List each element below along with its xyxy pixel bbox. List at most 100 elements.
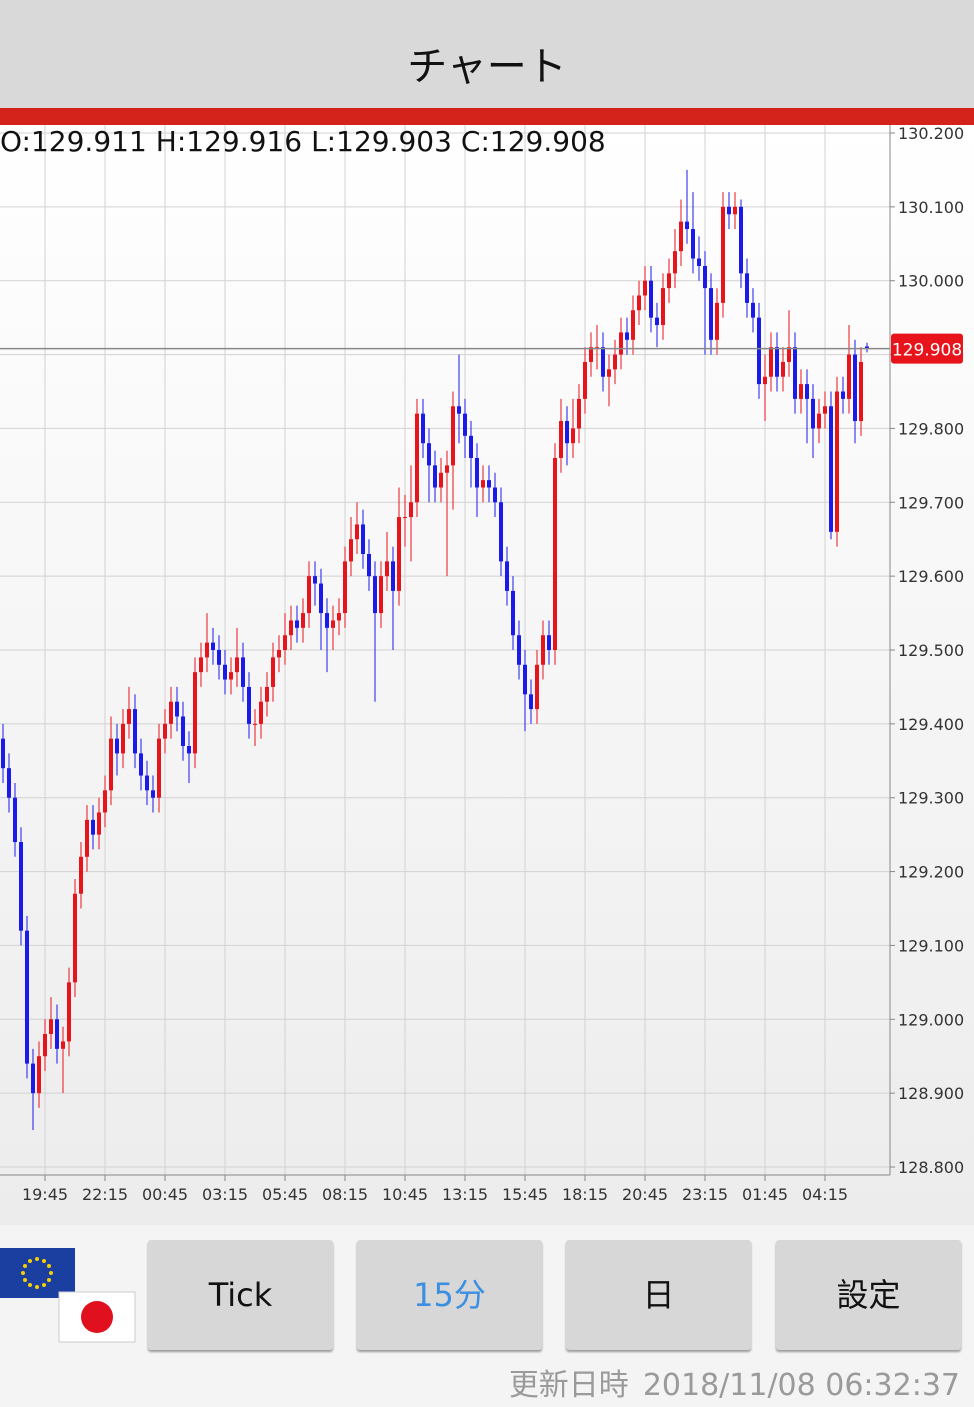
- candle-body: [781, 361, 785, 377]
- 15min-button[interactable]: 15分: [357, 1240, 542, 1350]
- x-tick-label: 13:15: [442, 1185, 488, 1204]
- candle-body: [553, 457, 557, 650]
- x-tick-label: 18:15: [562, 1185, 608, 1204]
- y-tick-label: 129.500: [898, 641, 964, 660]
- candle-body: [295, 620, 299, 628]
- x-tick-label: 03:15: [202, 1185, 248, 1204]
- candle-body: [373, 576, 377, 614]
- candle-body: [499, 502, 503, 562]
- candle-body: [661, 288, 665, 326]
- candle-body: [31, 1063, 35, 1094]
- candle-body: [139, 753, 143, 776]
- candle-body: [577, 398, 581, 429]
- title: チャート: [407, 44, 567, 90]
- candle-body: [307, 576, 311, 614]
- candle-body: [187, 746, 191, 754]
- candle-body: [793, 347, 797, 399]
- candle-body: [85, 819, 89, 857]
- candle-body: [709, 288, 713, 340]
- candle-body: [211, 642, 215, 650]
- candle-body: [715, 302, 719, 340]
- x-tick-label: 01:45: [742, 1185, 788, 1204]
- candle-body: [535, 664, 539, 710]
- candle-body: [25, 930, 29, 1064]
- y-tick-label: 130.200: [898, 124, 964, 143]
- candle-body: [703, 265, 707, 289]
- candle-body: [433, 465, 437, 488]
- candle-body: [343, 561, 347, 614]
- eu-stars: [21, 1257, 53, 1289]
- candle-body: [181, 716, 185, 747]
- candle-body: [241, 657, 245, 687]
- candle-body: [355, 524, 359, 540]
- candle-body: [637, 295, 641, 311]
- candle-body: [289, 620, 293, 636]
- candle-body: [67, 982, 71, 1042]
- candle-body: [799, 384, 803, 399]
- candle-body: [409, 502, 413, 518]
- y-tick-label: 128.800: [898, 1158, 964, 1177]
- candle-body: [859, 361, 863, 422]
- candle-body: [133, 709, 137, 754]
- candle-body: [697, 258, 701, 266]
- y-tick-label: 130.100: [898, 198, 964, 217]
- candle-body: [727, 206, 731, 215]
- x-tick-label: 22:15: [82, 1185, 128, 1204]
- currency-flags[interactable]: [0, 1246, 140, 1346]
- candle-body: [751, 302, 755, 318]
- candle-body: [505, 561, 509, 591]
- candle-body: [559, 421, 563, 458]
- candle-body: [463, 413, 467, 436]
- settings-button[interactable]: 設定: [776, 1240, 961, 1350]
- candle-body: [511, 590, 515, 636]
- ohlc-value: 129.908: [490, 125, 606, 158]
- candle-body: [655, 317, 659, 326]
- candle-body: [325, 613, 329, 628]
- candle-body: [601, 347, 605, 377]
- candle-body: [607, 369, 611, 377]
- candle-body: [613, 354, 617, 370]
- candle-body: [175, 701, 179, 717]
- candle-body: [583, 361, 587, 399]
- candle-body: [427, 443, 431, 466]
- candle-body: [565, 421, 569, 444]
- candle-body: [775, 347, 779, 377]
- jp-sun: [81, 1301, 113, 1333]
- candle-body: [217, 650, 221, 665]
- candle-body: [769, 347, 773, 377]
- candle-body: [589, 347, 593, 362]
- candle-body: [259, 701, 263, 724]
- candle-body: [379, 576, 383, 614]
- candle-body: [397, 517, 401, 591]
- candle-body: [301, 613, 305, 628]
- candle-body: [817, 413, 821, 429]
- candle-body: [97, 812, 101, 835]
- candle-body: [163, 723, 167, 739]
- update-time: 更新日時 2018/11/08 06:32:37: [495, 1360, 960, 1404]
- candle-body: [277, 650, 281, 658]
- candle-body: [529, 694, 533, 710]
- candle-body: [271, 657, 275, 687]
- x-tick-label: 20:45: [622, 1185, 668, 1204]
- candle-body: [229, 672, 233, 680]
- x-tick-label: 00:45: [142, 1185, 188, 1204]
- x-tick-label: 23:15: [682, 1185, 728, 1204]
- candle-body: [481, 480, 485, 488]
- candle-body: [787, 347, 791, 362]
- candle-body: [391, 561, 395, 591]
- chart: 128.800 128.900 129.000 129.100 129.200 129.3…: [0, 124, 974, 1225]
- candle-body: [493, 487, 497, 503]
- candle-body: [811, 398, 815, 429]
- candle-body: [523, 664, 527, 695]
- day-button[interactable]: 日: [566, 1240, 751, 1350]
- candle-body: [127, 709, 131, 724]
- candle-body: [223, 664, 227, 680]
- candle-body: [91, 819, 95, 835]
- candle-body: [73, 893, 77, 983]
- candle-body: [115, 738, 119, 754]
- tick-button[interactable]: Tick: [148, 1240, 333, 1350]
- ohlc-value: 129.916: [186, 125, 302, 158]
- candle-body: [61, 1041, 65, 1049]
- candle-body: [121, 723, 125, 754]
